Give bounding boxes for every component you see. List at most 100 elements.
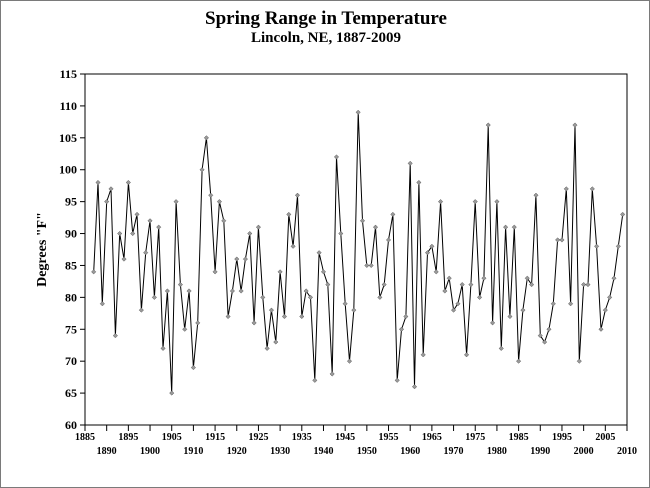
data-point [255, 224, 261, 230]
data-point [550, 301, 556, 307]
data-point [598, 326, 604, 332]
y-tick-label: 75 [65, 322, 77, 336]
data-point [568, 301, 574, 307]
data-point [299, 313, 305, 320]
data-point [234, 256, 240, 262]
chart-subtitle: Lincoln, NE, 1887-2009 [250, 30, 401, 46]
x-tick-label: 1910 [183, 446, 203, 457]
data-point [498, 345, 504, 351]
data-point [411, 384, 418, 390]
data-point [494, 199, 500, 205]
data-point [572, 122, 578, 128]
data-point [338, 230, 344, 237]
data-point [394, 377, 400, 383]
data-point [524, 275, 530, 281]
data-point [342, 301, 348, 307]
data-point [156, 224, 162, 230]
x-tick-label: 1935 [292, 432, 312, 443]
data-point [416, 179, 422, 186]
data-point [212, 269, 218, 275]
x-tick-label: 1995 [552, 432, 572, 443]
data-point [420, 352, 426, 358]
data-point [151, 294, 157, 300]
data-point [264, 345, 270, 351]
x-tick-label: 1895 [118, 432, 138, 443]
data-point [316, 250, 322, 256]
data-point [359, 218, 366, 224]
data-point [611, 275, 617, 281]
data-point [121, 256, 127, 262]
y-tick-label: 115 [60, 67, 77, 81]
data-point [320, 269, 327, 275]
data-point [607, 294, 613, 300]
x-tick-label: 2010 [617, 446, 637, 457]
series-line [93, 112, 624, 394]
data-point [472, 199, 478, 205]
data-point [555, 237, 561, 243]
x-tick-label: 1960 [400, 446, 420, 457]
x-tick-label: 1975 [465, 432, 485, 443]
data-point [169, 390, 175, 396]
data-point [468, 282, 474, 288]
data-point [91, 269, 97, 275]
y-tick-label: 60 [65, 418, 77, 432]
data-point [455, 301, 461, 307]
data-point [585, 282, 591, 288]
x-tick-label: 1890 [97, 446, 117, 457]
data-point [333, 154, 340, 160]
data-point [238, 288, 244, 294]
data-point [112, 333, 118, 339]
x-tick-label: 1930 [270, 446, 290, 457]
data-point [364, 262, 370, 269]
data-point [195, 320, 201, 326]
data-point [199, 167, 205, 173]
data-point [563, 186, 569, 192]
x-tick-label: 1900 [140, 446, 160, 457]
data-point [546, 326, 552, 332]
data-point [208, 192, 214, 198]
y-tick-label: 100 [59, 163, 77, 177]
data-point [511, 224, 517, 230]
data-point [620, 211, 626, 217]
data-point [104, 199, 110, 205]
data-point [286, 211, 292, 217]
x-tick-label: 1920 [227, 446, 247, 457]
data-point [351, 307, 357, 313]
data-point [477, 294, 483, 300]
x-tick-label: 1905 [162, 432, 182, 443]
data-point [147, 218, 153, 224]
data-point [615, 243, 621, 249]
plot-area [84, 73, 628, 426]
data-point [581, 282, 587, 288]
data-point [542, 339, 548, 345]
data-point [520, 307, 526, 313]
data-point [117, 230, 123, 237]
data-point [407, 160, 413, 166]
data-point [429, 243, 435, 249]
data-point [433, 269, 439, 275]
data-point [216, 199, 222, 205]
data-point [125, 179, 131, 186]
data-point [95, 179, 101, 186]
data-point [385, 237, 392, 243]
x-tick-label: 1940 [313, 446, 333, 457]
data-point [372, 224, 379, 230]
x-tick-label: 1915 [205, 432, 225, 443]
data-point [277, 269, 283, 275]
y-tick-label: 80 [65, 290, 77, 304]
data-point [459, 282, 465, 288]
data-point [138, 307, 144, 313]
data-point [329, 371, 335, 377]
data-point [260, 294, 266, 300]
y-axis-label: Degrees "F" [35, 212, 50, 287]
data-point [537, 333, 543, 339]
x-tick-label: 1925 [248, 432, 268, 443]
data-point [346, 358, 353, 364]
data-point [130, 230, 136, 237]
data-point [355, 109, 361, 115]
x-tick-label: 1980 [487, 446, 507, 457]
data-point [268, 307, 275, 313]
data-point [503, 224, 509, 230]
x-tick-label: 1965 [422, 432, 442, 443]
